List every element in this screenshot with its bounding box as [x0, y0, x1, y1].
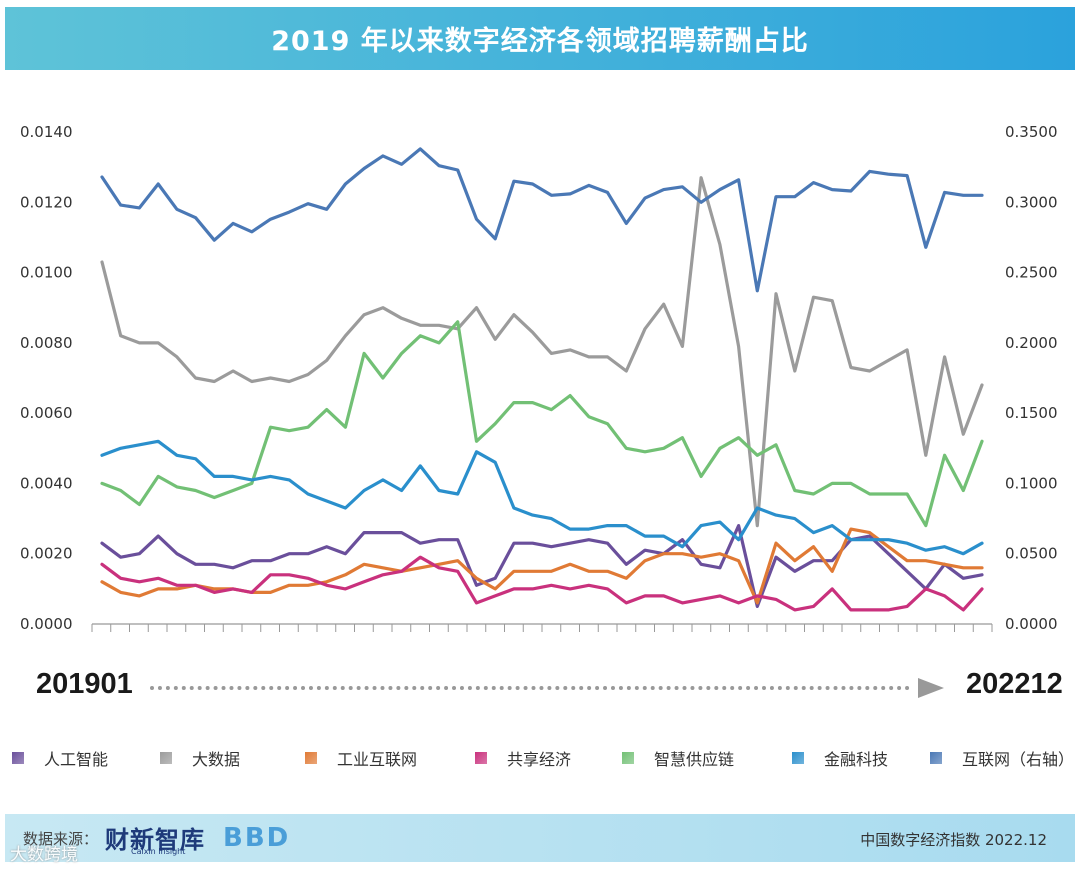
y-tick-label-left: 0.0040 [20, 474, 73, 492]
legend-swatch [792, 752, 804, 764]
series-line-0 [100, 524, 984, 609]
legend-item: 工业互联网 [305, 746, 417, 770]
title-bar: 2019 年以来数字经济各领域招聘薪酬占比 [5, 7, 1075, 70]
y-tick-label-right: 0.2500 [1005, 264, 1058, 282]
series-line-3 [100, 555, 984, 612]
caixin-logo: 财新智库 [105, 825, 205, 854]
legend-label: 共享经济 [507, 750, 572, 769]
legend-label: 互联网（右轴） [962, 750, 1075, 769]
legend-label: 大数据 [192, 750, 241, 769]
chart-title: 2019 年以来数字经济各领域招聘薪酬占比 [271, 26, 809, 57]
y-tick-label-right: 0.3000 [1005, 193, 1058, 211]
series-line-6 [100, 147, 984, 293]
line-chart: 0.0000 0.0020 0.0040 0.0060 0.0080 0.0100 0.01… [20, 123, 1058, 633]
y-tick-label-right: 0.0500 [1005, 545, 1058, 563]
legend-swatch [305, 752, 317, 764]
legend-item: 共享经济 [475, 746, 571, 770]
y-tick-label-right: 0.3500 [1005, 123, 1058, 141]
legend-label: 智慧供应链 [654, 750, 735, 769]
legend-swatch [160, 752, 172, 764]
range-end-label: 202212 [966, 668, 1063, 700]
y-tick-label-right: 0.0000 [1005, 615, 1058, 633]
bbd-logo: BBD [223, 823, 291, 853]
y-tick-label-left: 0.0060 [20, 404, 73, 422]
legend-label: 人工智能 [44, 750, 109, 769]
legend-swatch [930, 752, 942, 764]
y-tick-label-left: 0.0080 [20, 334, 73, 352]
y-tick-label-left: 0.0100 [20, 264, 73, 282]
legend-item: 金融科技 [792, 746, 888, 770]
series-line-1 [100, 176, 984, 528]
y-tick-label-right: 0.1500 [1005, 404, 1058, 422]
y-tick-label-left: 0.0120 [20, 193, 73, 211]
range-start-label: 201901 [36, 668, 133, 700]
y-tick-label-left: 0.0020 [20, 545, 73, 563]
footer-index-label: 中国数字经济指数 2022.12 [860, 831, 1047, 849]
footer: 数据来源： 财新智库 Caixin Insight BBD 中国数字经济指数 2… [5, 814, 1075, 862]
series-line-5 [100, 439, 984, 556]
legend-item: 智慧供应链 [622, 746, 734, 770]
timeline-dots [150, 686, 910, 690]
y-tick-label-left: 0.0000 [20, 615, 73, 633]
caixin-logo-subtitle: Caixin Insight [131, 847, 186, 856]
watermark: 大数跨境 [10, 845, 78, 865]
y-tick-label-left: 0.0140 [20, 123, 73, 141]
legend-label: 金融科技 [824, 750, 889, 769]
legend-swatch [622, 752, 634, 764]
legend-item: 人工智能 [12, 746, 108, 770]
legend-item: 大数据 [160, 746, 240, 770]
legend-swatch [475, 752, 487, 764]
legend: 人工智能 大数据 工业互联网 共享经济 智慧供应链 金融科技 互联网（右轴） [0, 746, 1080, 770]
y-tick-label-right: 0.1000 [1005, 474, 1058, 492]
y-tick-label-right: 0.2000 [1005, 334, 1058, 352]
series-line-4 [100, 320, 984, 528]
source-label: 数据来源： [23, 830, 99, 848]
legend-item: 互联网（右轴） [930, 746, 1074, 770]
legend-swatch [12, 752, 24, 764]
timeline-arrow-icon [918, 678, 944, 698]
legend-label: 工业互联网 [337, 750, 418, 769]
